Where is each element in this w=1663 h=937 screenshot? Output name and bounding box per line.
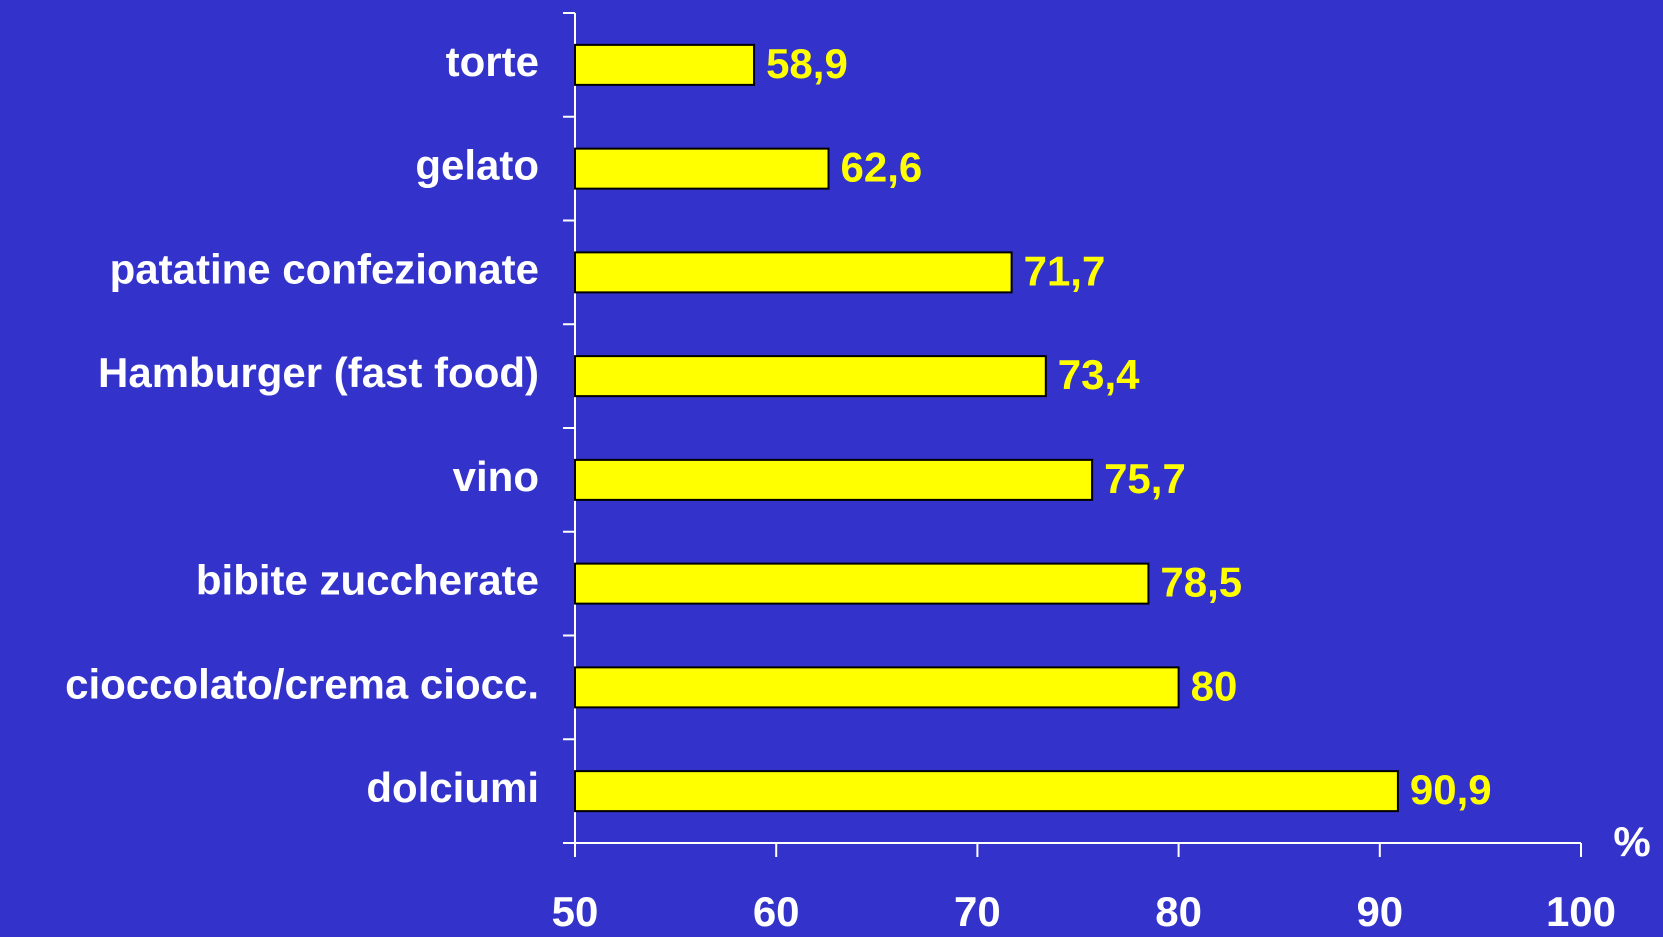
y-tick-label: cioccolato/crema ciocc. bbox=[65, 660, 539, 707]
x-axis-label: % bbox=[1613, 818, 1650, 865]
x-tick-label: 60 bbox=[753, 888, 800, 935]
bar bbox=[574, 251, 1013, 294]
value-label: 71,7 bbox=[1024, 247, 1106, 294]
y-tick-label: patatine confezionate bbox=[110, 245, 539, 292]
bar bbox=[574, 458, 1094, 501]
bar bbox=[574, 666, 1180, 709]
y-tick-label: dolciumi bbox=[366, 764, 539, 811]
bar bbox=[574, 770, 1399, 813]
x-tick-label: 50 bbox=[552, 888, 599, 935]
value-label: 62,6 bbox=[841, 144, 923, 191]
y-tick-label: bibite zuccherate bbox=[196, 557, 539, 604]
y-tick-label: torte bbox=[446, 38, 539, 85]
value-label: 78,5 bbox=[1160, 559, 1242, 606]
value-label: 90,9 bbox=[1410, 766, 1492, 813]
value-label: 58,9 bbox=[766, 40, 848, 87]
y-tick-label: vino bbox=[453, 453, 539, 500]
bar bbox=[574, 562, 1150, 605]
y-tick-label: gelato bbox=[415, 142, 539, 189]
value-label: 80 bbox=[1191, 662, 1238, 709]
y-tick-label: Hamburger (fast food) bbox=[98, 349, 539, 396]
x-tick-label: 70 bbox=[954, 888, 1001, 935]
x-tick-label: 100 bbox=[1546, 888, 1616, 935]
value-label: 73,4 bbox=[1058, 351, 1140, 398]
bar bbox=[574, 355, 1047, 398]
bar bbox=[574, 147, 830, 190]
x-tick-label: 90 bbox=[1356, 888, 1403, 935]
x-tick-label: 80 bbox=[1155, 888, 1202, 935]
value-label: 75,7 bbox=[1104, 455, 1186, 502]
bar bbox=[574, 43, 756, 86]
